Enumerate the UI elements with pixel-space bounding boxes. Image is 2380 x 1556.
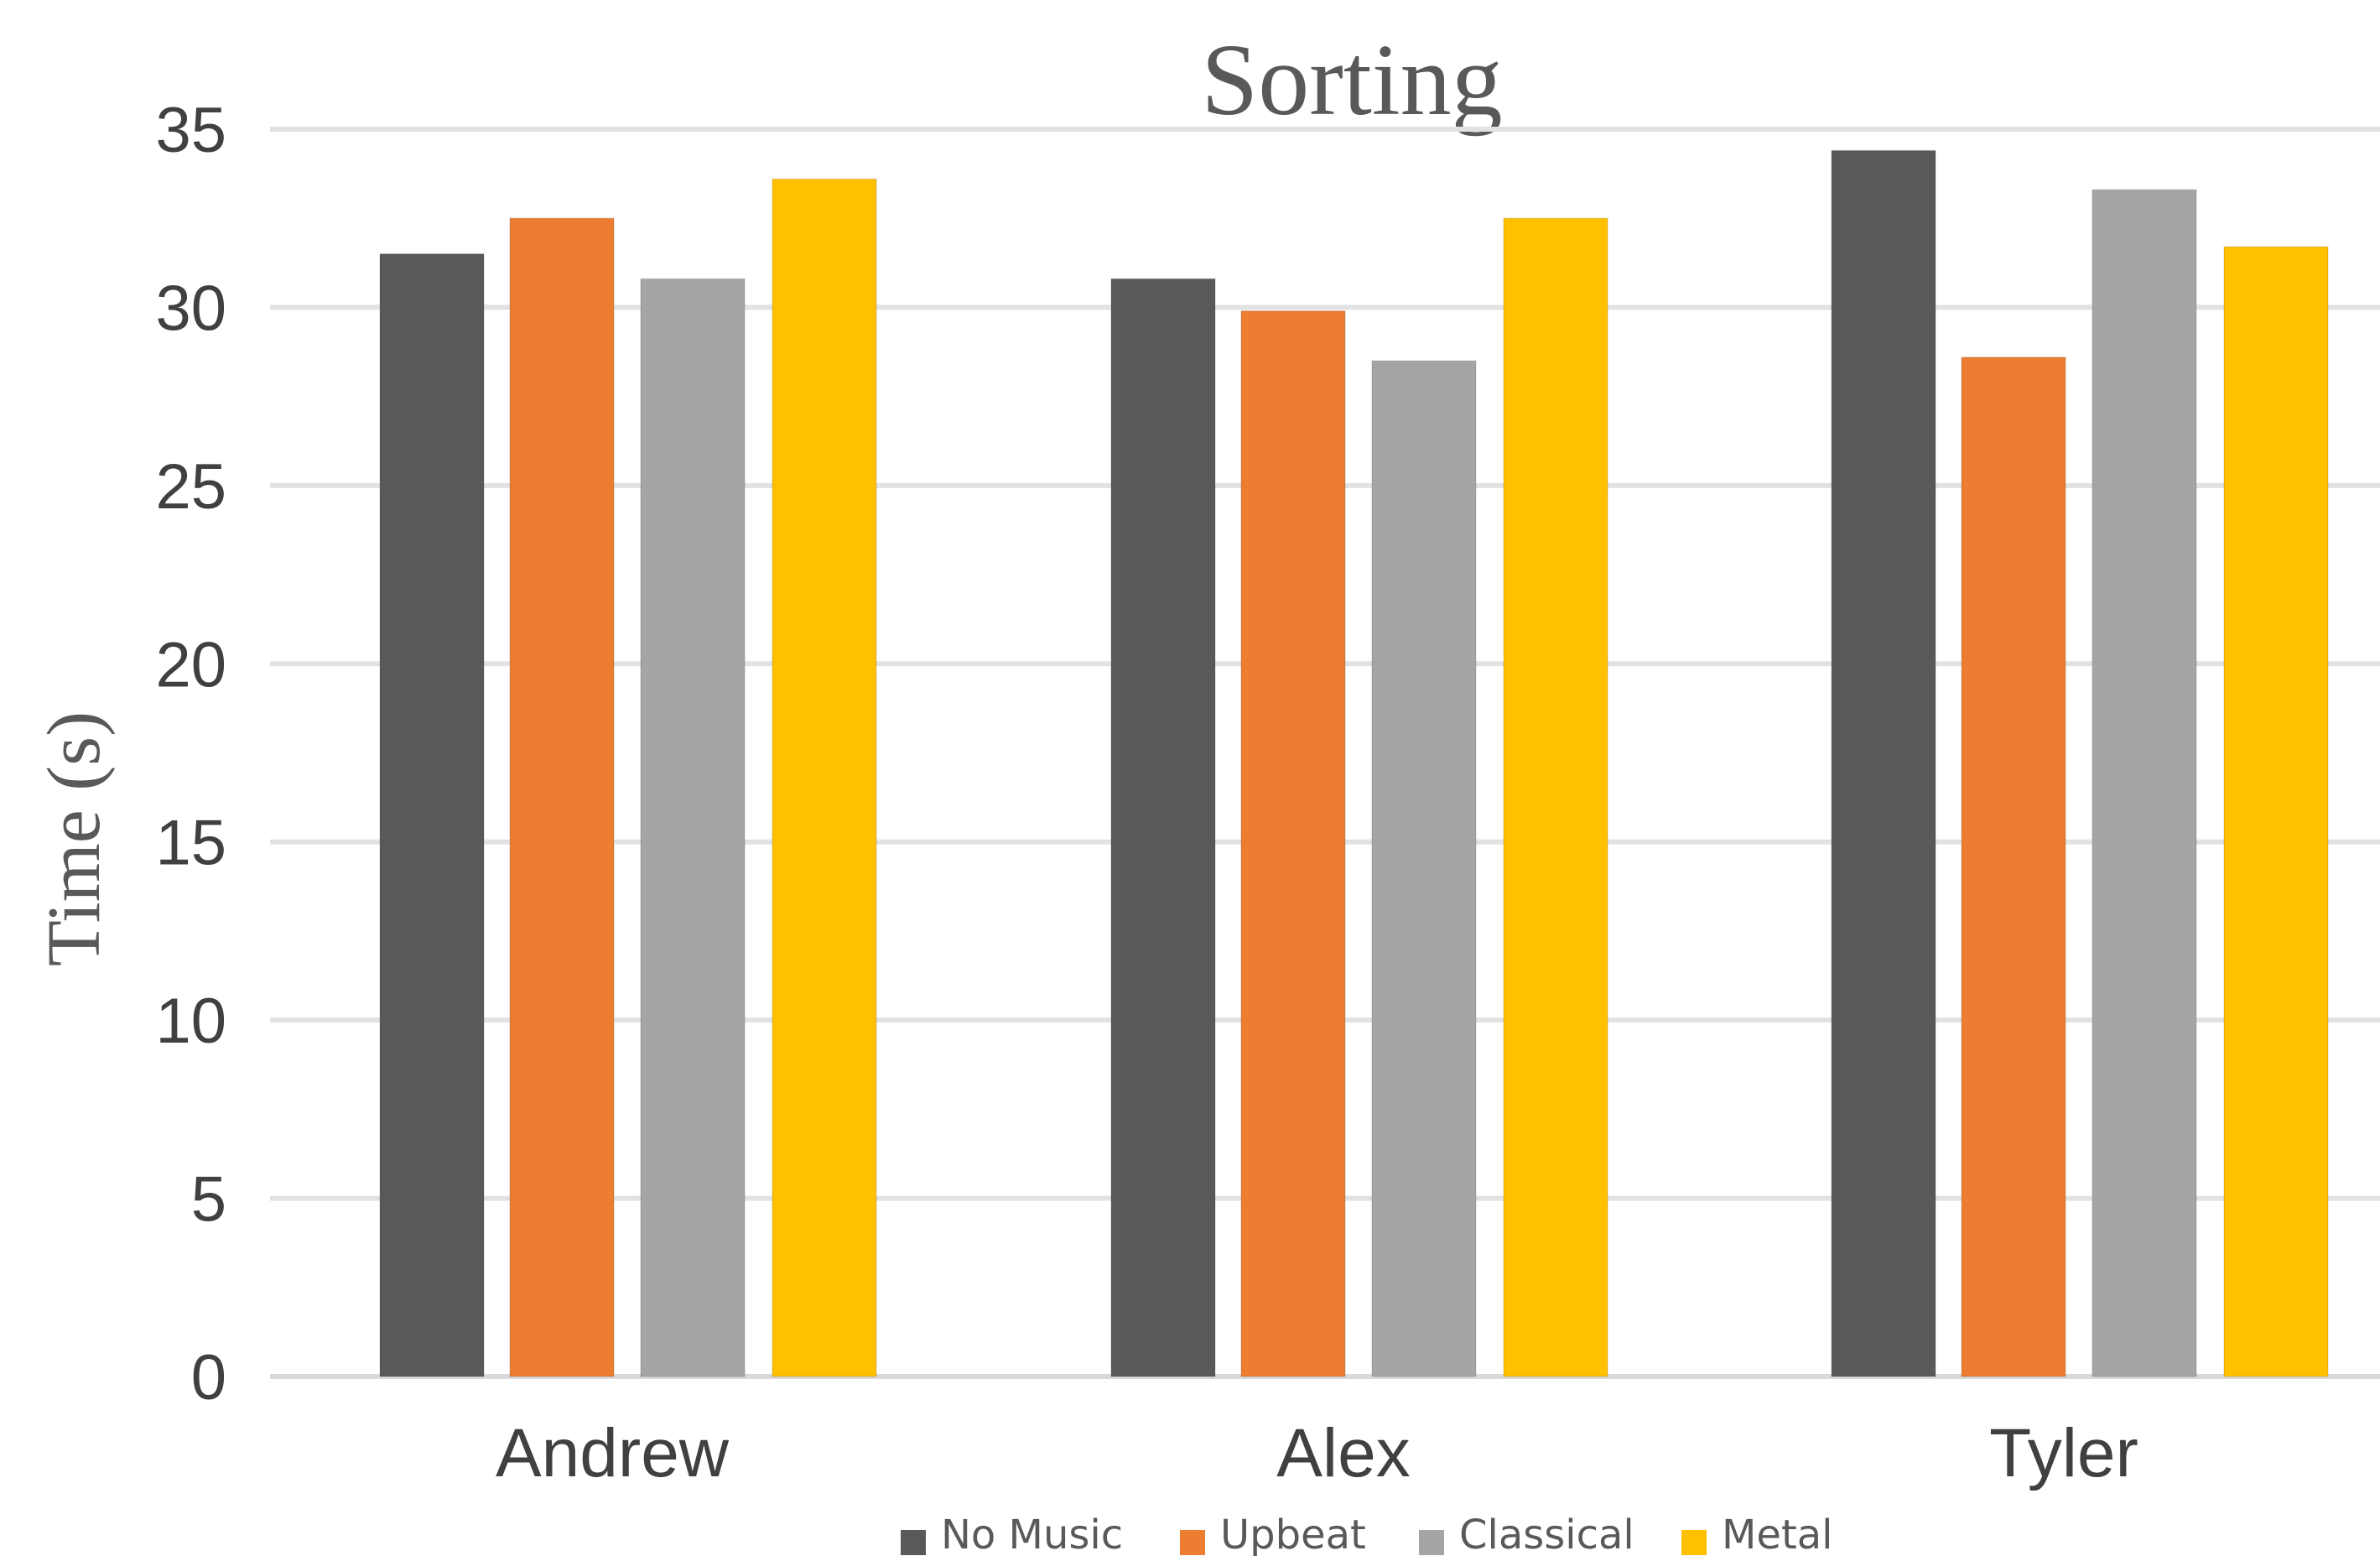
legend-swatch-classical (1419, 1530, 1444, 1555)
x-axis-ticks: Andrew Alex Tyler (496, 1415, 2138, 1491)
y-tick-label: 30 (155, 273, 226, 344)
legend-swatch-no-music (901, 1530, 926, 1555)
legend-swatch-metal (1681, 1530, 1707, 1555)
legend-label: Metal (1722, 1512, 1833, 1556)
bar-tyler-upbeat (1961, 356, 2066, 1377)
bar-andrew-metal (772, 178, 877, 1378)
bar-alex-classical (1371, 360, 1477, 1378)
legend-label: Classical (1459, 1512, 1634, 1556)
bar-tyler-metal (2223, 246, 2329, 1377)
y-tick-label: 5 (191, 1164, 226, 1236)
bar-andrew-classical (640, 278, 746, 1378)
y-tick-label: 10 (155, 986, 226, 1057)
bar-tyler-classical (2092, 189, 2197, 1377)
legend-label: Upbeat (1220, 1512, 1366, 1556)
y-tick-label: 0 (191, 1342, 226, 1413)
y-tick-label: 20 (155, 629, 226, 700)
y-tick-label: 25 (155, 451, 226, 523)
x-tick-label: Tyler (1989, 1415, 2138, 1491)
x-tick-label: Alex (1276, 1415, 1411, 1491)
y-axis-label: Time (s) (33, 711, 116, 966)
legend-swatch-upbeat (1180, 1530, 1205, 1555)
y-tick-label: 35 (155, 95, 226, 166)
bar-alex-upbeat (1240, 310, 1346, 1378)
bar-tyler-no-music (1831, 149, 1936, 1377)
bar-alex-metal (1503, 217, 1608, 1378)
chart-title: Sorting (1201, 23, 1502, 137)
bar-alex-no-music (1110, 278, 1216, 1378)
x-tick-label: Andrew (496, 1415, 730, 1491)
bar-andrew-no-music (379, 252, 485, 1378)
bar-andrew-upbeat (509, 217, 615, 1378)
bars (379, 149, 2329, 1378)
legend-label: No Music (941, 1512, 1123, 1556)
y-tick-label: 15 (155, 808, 226, 879)
legend: No Music Upbeat Classical Metal (901, 1512, 1833, 1556)
y-axis-ticks: 0 5 10 15 20 25 30 35 (155, 95, 226, 1413)
